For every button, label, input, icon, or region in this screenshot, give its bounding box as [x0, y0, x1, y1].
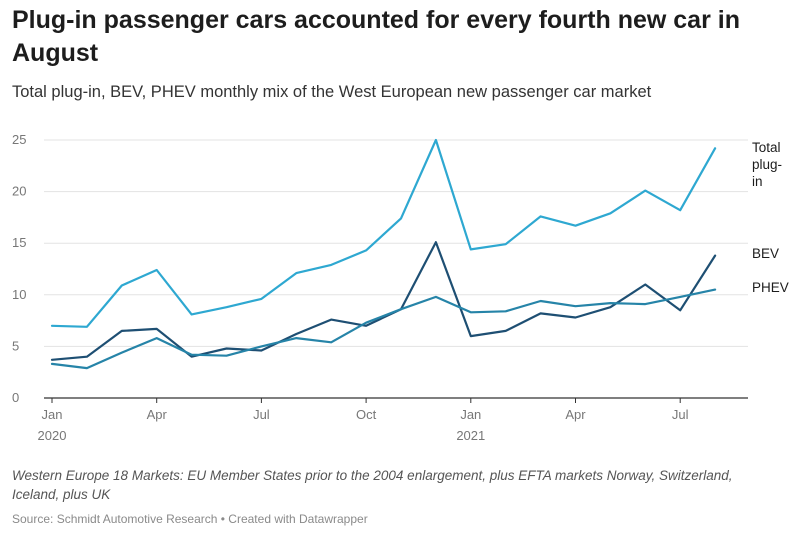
series-label: in — [752, 174, 763, 189]
footnote: Western Europe 18 Markets: EU Member Sta… — [12, 468, 733, 502]
y-tick-label: 10 — [12, 287, 26, 302]
y-tick-label: 20 — [12, 184, 26, 199]
y-tick-label: 5 — [12, 338, 19, 353]
y-tick-label: 25 — [12, 132, 26, 147]
series-labels: Total plug-in BEV PHEV — [752, 140, 789, 295]
x-axis-ticks: Jan 2020 Apr Jul Oct Jan 2021 Apr Jul — [38, 398, 689, 443]
x-tick-year-label: 2021 — [456, 428, 485, 443]
line-chart: 0 5 10 15 20 25 Jan 2020 Apr Jul Oct Jan 2021 Apr Jul… — [12, 132, 789, 443]
series-line-total-plug-in — [50, 138, 717, 328]
series-lines — [50, 138, 717, 370]
series-label: plug- — [752, 157, 782, 172]
series-label: Total — [752, 140, 781, 155]
x-tick-label: Oct — [356, 407, 377, 422]
source-credit: Source: Schmidt Automotive Research • Cr… — [12, 512, 368, 526]
chart-title: Plug-in passenger cars accounted for eve… — [12, 6, 740, 67]
x-tick-label: Jul — [253, 407, 270, 422]
x-tick-label: Apr — [147, 407, 168, 422]
x-tick-year-label: 2020 — [38, 428, 67, 443]
x-tick-label: Apr — [565, 407, 586, 422]
series-line-phev — [50, 288, 717, 370]
series-label: PHEV — [752, 280, 789, 295]
y-axis-ticks: 0 5 10 15 20 25 — [12, 132, 26, 405]
y-tick-label: 15 — [12, 235, 26, 250]
y-tick-label: 0 — [12, 390, 19, 405]
x-tick-label: Jan — [42, 407, 63, 422]
series-label: BEV — [752, 246, 779, 261]
chart-subtitle: Total plug-in, BEV, PHEV monthly mix of … — [12, 83, 652, 101]
series-line-bev — [50, 241, 717, 361]
x-tick-label: Jul — [672, 407, 689, 422]
x-tick-label: Jan — [460, 407, 481, 422]
gridlines — [44, 139, 748, 399]
